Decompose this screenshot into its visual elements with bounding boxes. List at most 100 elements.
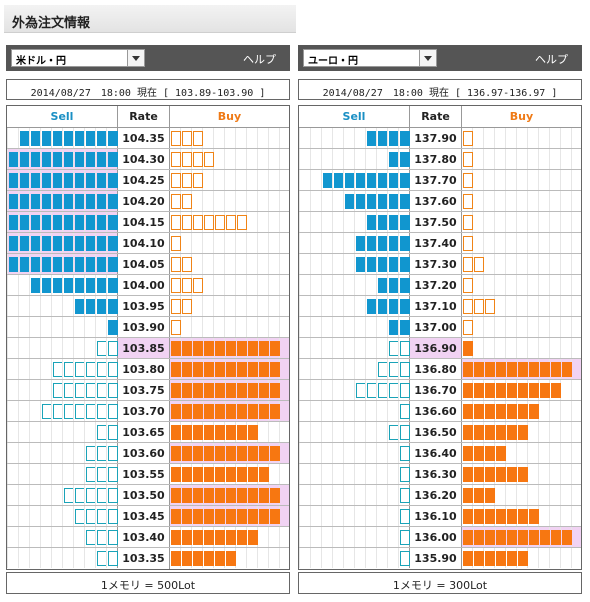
sell-depth-bar <box>7 527 118 547</box>
sell-lot-mark <box>73 233 85 253</box>
empty-slot <box>269 254 280 274</box>
empty-slot <box>561 254 572 274</box>
currency-pair-select[interactable]: 米ドル・円 <box>11 49 145 67</box>
empty-slot <box>354 464 365 484</box>
buy-lot-mark <box>462 233 473 253</box>
sell-lot-mark <box>18 254 30 274</box>
sell-lot-mark <box>62 212 74 232</box>
sell-lot-mark <box>387 191 399 211</box>
empty-slot <box>506 191 517 211</box>
sell-lot-mark <box>62 149 74 169</box>
empty-slot <box>506 254 517 274</box>
empty-slot <box>473 191 484 211</box>
empty-slot <box>18 548 29 568</box>
sell-lot-mark <box>73 212 85 232</box>
chevron-down-icon[interactable] <box>127 50 144 66</box>
empty-slot <box>343 464 354 484</box>
currency-pair-label: ユーロ・円 <box>308 56 358 67</box>
sell-lot-mark <box>51 359 63 379</box>
empty-slot <box>310 254 321 274</box>
buy-depth-bar <box>170 422 289 442</box>
buy-depth-bar <box>170 548 289 568</box>
buy-lot-mark <box>473 443 484 463</box>
buy-lot-mark <box>495 506 506 526</box>
chevron-down-icon[interactable] <box>419 50 436 66</box>
buy-depth-bar <box>462 170 581 190</box>
empty-slot <box>528 485 539 505</box>
buy-lot-mark <box>247 359 258 379</box>
sell-lot-mark <box>106 254 118 274</box>
empty-slot <box>332 275 343 295</box>
sell-lot-mark <box>84 359 96 379</box>
buy-lot-mark <box>181 149 192 169</box>
empty-slot <box>269 128 280 148</box>
empty-slot <box>332 128 343 148</box>
rate-cell: 104.30 <box>118 149 170 169</box>
empty-slot <box>40 527 51 547</box>
ladder-row: 137.70 <box>299 170 581 191</box>
rate-cell: 136.50 <box>410 422 462 442</box>
sell-lot-mark <box>95 128 107 148</box>
empty-slot <box>343 380 354 400</box>
empty-slot <box>321 212 332 232</box>
sell-lot-mark <box>62 359 74 379</box>
buy-depth-bar <box>462 128 581 148</box>
empty-slot <box>473 275 484 295</box>
sell-lot-mark <box>51 212 63 232</box>
sell-lot-mark <box>7 191 19 211</box>
empty-slot <box>310 422 321 442</box>
empty-slot <box>387 401 398 421</box>
empty-slot <box>343 212 354 232</box>
ladder-header: Sell Rate Buy <box>7 106 289 128</box>
empty-slot <box>365 317 376 337</box>
sell-lot-mark <box>365 212 377 232</box>
empty-slot <box>51 506 62 526</box>
empty-slot <box>495 254 506 274</box>
empty-slot <box>62 338 73 358</box>
currency-pair-select[interactable]: ユーロ・円 <box>303 49 437 67</box>
buy-lot-mark <box>170 380 181 400</box>
buy-lot-mark <box>236 212 247 232</box>
rate-cell: 104.05 <box>118 254 170 274</box>
empty-slot <box>484 317 495 337</box>
empty-slot <box>236 149 247 169</box>
buy-lot-mark <box>473 296 484 316</box>
sell-depth-bar <box>299 128 410 148</box>
empty-slot <box>561 338 572 358</box>
buy-lot-mark <box>181 338 192 358</box>
sell-lot-mark <box>106 191 118 211</box>
empty-slot <box>550 296 561 316</box>
ladder-row: 104.05 <box>7 254 289 275</box>
sell-depth-bar <box>7 233 118 253</box>
help-link[interactable]: ヘルプ <box>535 53 568 66</box>
rate-cell: 137.00 <box>410 317 462 337</box>
empty-slot <box>29 506 40 526</box>
buy-lot-mark <box>192 338 203 358</box>
sell-lot-mark <box>106 401 118 421</box>
empty-slot <box>376 149 387 169</box>
sell-lot-mark <box>365 254 377 274</box>
buy-lot-mark <box>528 380 539 400</box>
empty-slot <box>376 485 387 505</box>
sell-lot-mark <box>84 128 96 148</box>
sell-lot-mark <box>84 191 96 211</box>
empty-slot <box>550 338 561 358</box>
empty-slot <box>299 506 310 526</box>
empty-slot <box>550 317 561 337</box>
help-link[interactable]: ヘルプ <box>243 53 276 66</box>
rate-column-header: Rate <box>410 106 462 127</box>
sell-lot-mark <box>29 233 41 253</box>
sell-lot-mark <box>365 380 377 400</box>
rate-cell: 136.90 <box>410 338 462 358</box>
sell-lot-mark <box>18 212 30 232</box>
empty-slot <box>332 212 343 232</box>
sell-lot-mark <box>29 128 41 148</box>
empty-slot <box>332 443 343 463</box>
empty-slot <box>528 149 539 169</box>
buy-lot-mark <box>473 401 484 421</box>
buy-lot-mark <box>225 485 236 505</box>
buy-depth-bar <box>462 422 581 442</box>
empty-slot <box>258 527 269 547</box>
ladder-row: 136.70 <box>299 380 581 401</box>
empty-slot <box>18 338 29 358</box>
